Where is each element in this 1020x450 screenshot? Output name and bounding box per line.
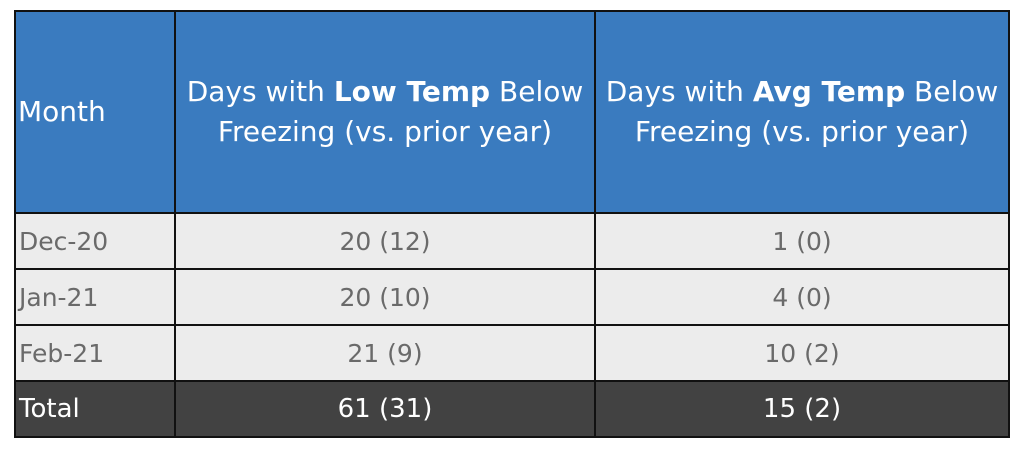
header-avg-prefix: Days with [605,75,753,108]
table-row: Dec-20 20 (12) 1 (0) [14,212,1010,270]
avg-temp-cell: 10 (2) [594,324,1010,382]
month-cell: Dec-20 [14,212,176,270]
header-low-prefix: Days with [186,75,334,108]
header-low-temp: Days with Low Temp Below Freezing (vs. p… [174,10,596,214]
low-temp-cell: 21 (9) [174,324,596,382]
month-cell: Feb-21 [14,324,176,382]
avg-temp-cell: 1 (0) [594,212,1010,270]
low-temp-cell: 20 (12) [174,212,596,270]
total-avg-temp: 15 (2) [594,380,1010,438]
table-row: Jan-21 20 (10) 4 (0) [14,268,1010,326]
total-label: Total [14,380,176,438]
header-avg-line2: Freezing (vs. prior year) [634,115,970,148]
header-low-suffix: Below [490,75,584,108]
freezing-days-table: Month Days with Low Temp Below Freezing … [14,10,1010,438]
total-row: Total 61 (31) 15 (2) [14,380,1010,438]
header-month: Month [14,10,176,214]
table-row: Feb-21 21 (9) 10 (2) [14,324,1010,382]
header-low-line2: Freezing (vs. prior year) [217,115,553,148]
month-cell: Jan-21 [14,268,176,326]
header-avg-suffix: Below [905,75,999,108]
total-low-temp: 61 (31) [174,380,596,438]
header-row: Month Days with Low Temp Below Freezing … [14,10,1010,214]
low-temp-cell: 20 (10) [174,268,596,326]
header-low-highlight: Low Temp [333,75,491,108]
header-avg-temp: Days with Avg Temp Below Freezing (vs. p… [594,10,1010,214]
avg-temp-cell: 4 (0) [594,268,1010,326]
header-avg-highlight: Avg Temp [752,75,906,108]
